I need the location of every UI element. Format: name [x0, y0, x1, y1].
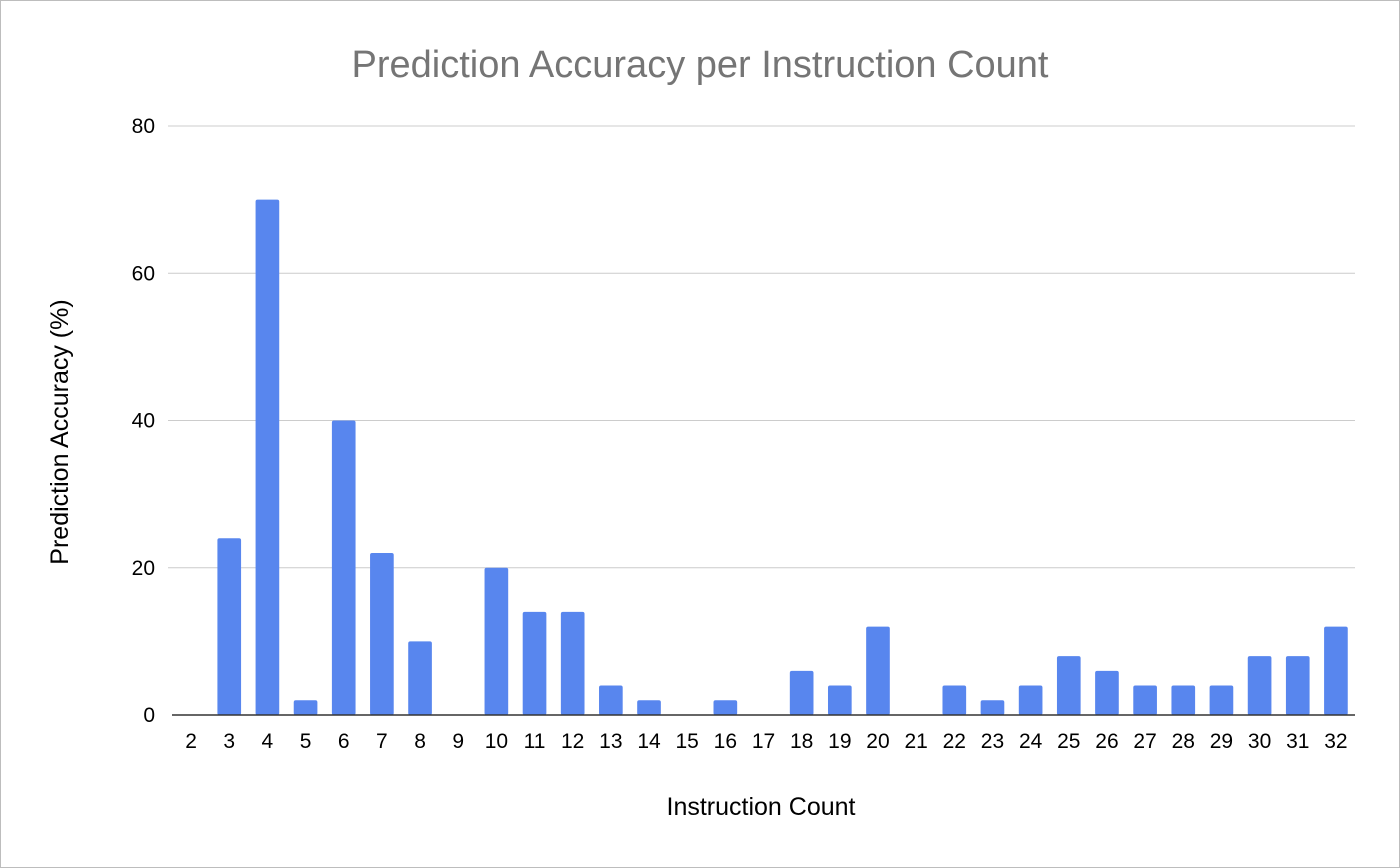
x-tick-label: 8	[414, 730, 426, 753]
y-tick-label: 20	[132, 557, 155, 580]
x-tick-label: 26	[1095, 730, 1118, 753]
x-tick-label: 18	[790, 730, 813, 753]
x-tick-label: 29	[1210, 730, 1233, 753]
bar-24	[1018, 685, 1043, 715]
bar-27	[1133, 685, 1157, 715]
x-tick-label: 16	[714, 730, 737, 753]
bar-14	[637, 700, 661, 715]
bar-12	[560, 611, 585, 715]
bar-22	[942, 685, 967, 715]
x-tick-label: 21	[904, 730, 927, 753]
bar-28	[1171, 685, 1196, 715]
x-tick-label: 31	[1286, 730, 1309, 753]
x-tick-label: 24	[1019, 730, 1043, 753]
x-tick-label: 19	[828, 730, 851, 753]
x-tick-label: 3	[223, 730, 235, 753]
x-tick-label: 15	[675, 730, 698, 753]
bar-6	[331, 420, 356, 715]
y-tick-label: 80	[132, 115, 155, 138]
bar-13	[599, 685, 623, 715]
x-tick-label: 4	[262, 730, 274, 753]
gridlines	[168, 125, 1355, 569]
x-tick-label: 12	[561, 730, 584, 753]
x-tick-label: 5	[300, 730, 312, 753]
x-tick-label: 10	[485, 730, 508, 753]
x-tick-label: 22	[943, 730, 966, 753]
bar-7	[370, 553, 394, 715]
bar-30	[1247, 656, 1272, 715]
x-tick-label: 20	[866, 730, 889, 753]
bar-3	[217, 538, 242, 715]
bar-11	[522, 611, 547, 715]
x-tick-label: 2	[185, 730, 197, 753]
bar-18	[789, 670, 814, 715]
bar-31	[1285, 656, 1310, 715]
y-tick-label: 0	[143, 704, 155, 727]
x-tick-label: 27	[1133, 730, 1156, 753]
x-tick-label: 6	[338, 730, 350, 753]
x-tick-label: 14	[637, 730, 661, 753]
bar-16	[713, 700, 738, 715]
bar-5	[293, 700, 318, 715]
bar-26	[1095, 670, 1119, 715]
x-tick-label: 7	[376, 730, 388, 753]
x-axis-tick-labels: 2 3 4 5 6 7 8 9 10 11 12 13 14 15 16 17 18 19 20 21 22 23 24 25…	[185, 730, 1347, 753]
bar-25	[1056, 656, 1081, 715]
x-tick-label: 11	[524, 730, 546, 753]
x-axis-title: Instruction Count	[667, 793, 856, 821]
bar-23	[980, 700, 1005, 715]
x-tick-label: 9	[452, 730, 464, 753]
chart-title: Prediction Accuracy per Instruction Coun…	[351, 44, 1048, 86]
bar-4	[255, 199, 280, 715]
y-axis-title: Prediction Accuracy (%)	[46, 299, 74, 564]
x-tick-label: 28	[1172, 730, 1195, 753]
x-tick-label: 25	[1057, 730, 1080, 753]
x-tick-label: 30	[1248, 730, 1271, 753]
bar-10	[484, 567, 509, 715]
bars	[217, 199, 1348, 715]
bar-19	[827, 685, 852, 715]
x-tick-label: 13	[599, 730, 622, 753]
y-axis-tick-labels: 0 20 40 60 80	[132, 115, 155, 727]
x-tick-label: 17	[752, 730, 775, 753]
bar-29	[1209, 685, 1234, 715]
bar-20	[866, 626, 890, 715]
x-tick-label: 32	[1324, 730, 1347, 753]
x-tick-label: 23	[981, 730, 1004, 753]
bar-32	[1324, 626, 1348, 715]
y-tick-label: 40	[132, 410, 155, 433]
y-tick-label: 60	[132, 262, 155, 285]
bar-8	[408, 641, 432, 715]
